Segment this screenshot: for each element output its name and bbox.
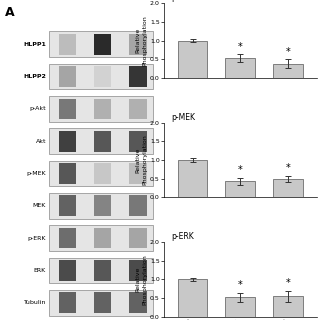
Text: p-ERK: p-ERK [28, 236, 46, 241]
Text: A: A [5, 6, 14, 19]
FancyBboxPatch shape [129, 196, 147, 216]
FancyBboxPatch shape [94, 260, 111, 281]
Text: *: * [286, 278, 291, 288]
Text: MEK: MEK [33, 203, 46, 208]
Bar [273, 179, 303, 197]
Text: Akt: Akt [36, 139, 46, 144]
Text: *: * [286, 47, 291, 57]
Text: p-MEK: p-MEK [27, 171, 46, 176]
Text: p-Akt: p-Akt [29, 106, 46, 111]
FancyBboxPatch shape [129, 292, 147, 313]
Text: *: * [238, 165, 243, 175]
FancyBboxPatch shape [49, 161, 153, 186]
FancyBboxPatch shape [59, 292, 76, 313]
Y-axis label: Relative
Phosphorylation: Relative Phosphorylation [136, 15, 147, 66]
FancyBboxPatch shape [49, 96, 153, 122]
FancyBboxPatch shape [49, 258, 153, 283]
Text: *: * [238, 42, 243, 52]
FancyBboxPatch shape [94, 292, 111, 313]
FancyBboxPatch shape [49, 193, 153, 219]
FancyBboxPatch shape [59, 34, 76, 55]
FancyBboxPatch shape [94, 131, 111, 152]
FancyBboxPatch shape [129, 228, 147, 248]
FancyBboxPatch shape [59, 228, 76, 248]
FancyBboxPatch shape [94, 163, 111, 184]
FancyBboxPatch shape [129, 34, 147, 55]
Bar [226, 297, 255, 317]
Text: *: * [238, 280, 243, 290]
Text: p-ERK: p-ERK [172, 232, 194, 241]
Text: Tubulin: Tubulin [24, 300, 46, 305]
FancyBboxPatch shape [129, 99, 147, 119]
FancyBboxPatch shape [94, 99, 111, 119]
FancyBboxPatch shape [94, 228, 111, 248]
FancyBboxPatch shape [129, 260, 147, 281]
Text: HLPP1: HLPP1 [23, 42, 46, 47]
Text: *: * [286, 164, 291, 173]
FancyBboxPatch shape [49, 225, 153, 251]
FancyBboxPatch shape [94, 196, 111, 216]
Y-axis label: Relative
Phosphorylation: Relative Phosphorylation [136, 254, 147, 305]
FancyBboxPatch shape [59, 66, 76, 87]
FancyBboxPatch shape [59, 260, 76, 281]
FancyBboxPatch shape [49, 31, 153, 57]
FancyBboxPatch shape [49, 290, 153, 316]
FancyBboxPatch shape [94, 66, 111, 87]
FancyBboxPatch shape [129, 163, 147, 184]
FancyBboxPatch shape [49, 64, 153, 89]
Bar [226, 181, 255, 197]
FancyBboxPatch shape [59, 99, 76, 119]
FancyBboxPatch shape [129, 66, 147, 87]
Bar [273, 296, 303, 317]
FancyBboxPatch shape [94, 34, 111, 55]
Text: p-MEK: p-MEK [172, 113, 196, 122]
Bar [178, 41, 207, 78]
FancyBboxPatch shape [59, 163, 76, 184]
Bar [178, 279, 207, 317]
Bar [178, 160, 207, 197]
FancyBboxPatch shape [49, 128, 153, 154]
Text: ERK: ERK [34, 268, 46, 273]
Text: HLPP2: HLPP2 [23, 74, 46, 79]
FancyBboxPatch shape [129, 131, 147, 152]
FancyBboxPatch shape [59, 196, 76, 216]
FancyBboxPatch shape [59, 131, 76, 152]
Text: p-Akt: p-Akt [172, 0, 192, 3]
Y-axis label: Relative
Phosphorylation: Relative Phosphorylation [136, 135, 147, 185]
Bar [226, 58, 255, 78]
Bar [273, 64, 303, 78]
